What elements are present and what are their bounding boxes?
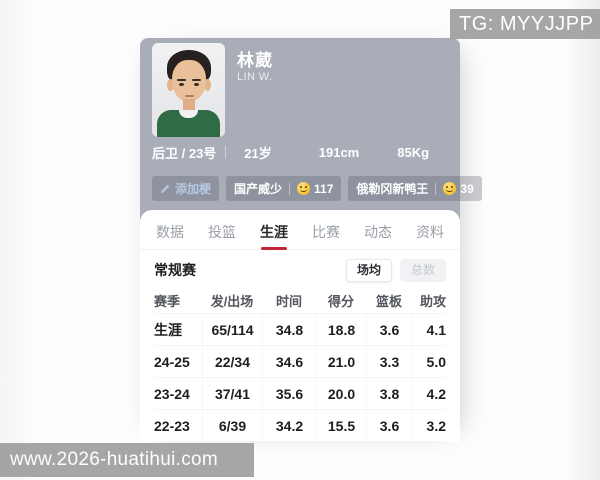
active-tab-underline xyxy=(261,247,287,250)
table-row: 24-25 22/34 34.6 21.0 3.3 5.0 xyxy=(154,346,446,378)
meme-badge-guochan-weishao[interactable]: 国产威少 117 xyxy=(226,176,342,201)
stat-cell: 35.6 xyxy=(262,378,316,410)
tab-label: 动态 xyxy=(364,224,392,240)
table-row: 生涯 65/114 34.8 18.8 3.6 4.1 xyxy=(154,314,446,346)
season-cell: 22-23 xyxy=(154,418,190,434)
stat-cell: 65/114 xyxy=(202,314,262,346)
season-section-header: 常规赛 场均 总数 xyxy=(140,250,460,288)
column-header: 得分 xyxy=(327,294,354,309)
player-photo xyxy=(152,43,225,137)
season-cell: 生涯 xyxy=(154,322,182,338)
tab-label: 比赛 xyxy=(312,224,340,240)
stat-cell: 34.2 xyxy=(262,410,316,442)
tab-label: 资料 xyxy=(416,224,444,240)
tab-data[interactable]: 数据 xyxy=(156,222,184,250)
content-card: 数据 投篮 生涯 比赛 动态 资料 常规赛 场均 总数 赛季 发/出场 时间 得分 篮板 助攻 生涯 65… xyxy=(140,210,460,442)
active-tab-underline xyxy=(157,247,183,250)
tg-watermark: TG: MYYJJPP xyxy=(450,9,600,39)
stat-cell: 3.3 xyxy=(366,346,412,378)
stat-cell: 22/34 xyxy=(202,346,262,378)
tab-profile[interactable]: 资料 xyxy=(416,222,444,250)
zany-face-emoji xyxy=(297,182,311,195)
season-cell: 23-24 xyxy=(154,386,190,402)
tab-label: 数据 xyxy=(156,224,184,240)
badge-divider xyxy=(435,182,437,195)
stat-cell: 4.2 xyxy=(412,378,446,410)
active-tab-underline xyxy=(209,247,235,250)
stat-cell: 3.6 xyxy=(366,314,412,346)
stat-cell: 18.8 xyxy=(316,314,366,346)
stat-cell: 4.1 xyxy=(412,314,446,346)
add-meme-label: 添加梗 xyxy=(175,182,212,196)
meme-badge-row: 添加梗 国产威少 117 俄勒冈新鸭王 39 xyxy=(152,176,482,201)
smirking-face-emoji xyxy=(443,182,457,195)
table-header-row: 赛季 发/出场 时间 得分 篮板 助攻 xyxy=(154,288,446,314)
player-name-en: LIN W. xyxy=(237,71,273,83)
stat-cell: 5.0 xyxy=(412,346,446,378)
toggle-total-button[interactable]: 总数 xyxy=(399,258,446,282)
stat-cell: 6/39 xyxy=(202,410,262,442)
table-row: 22-23 6/39 34.2 15.5 3.6 3.2 xyxy=(154,410,446,442)
stat-cell: 34.8 xyxy=(262,314,316,346)
column-header: 篮板 xyxy=(375,294,402,309)
season-cell: 24-25 xyxy=(154,354,190,370)
stats-table: 赛季 发/出场 时间 得分 篮板 助攻 生涯 65/114 34.8 18.8 3.6 4.1 24-2… xyxy=(140,288,460,442)
tab-feed[interactable]: 动态 xyxy=(364,222,392,250)
player-profile-card: 林葳 LIN W. 后卫 / 23号 21岁 191cm 85Kg 添加梗 国产… xyxy=(140,38,482,442)
meme-badge-label: 国产威少 xyxy=(234,182,283,196)
pencil-icon xyxy=(160,184,170,194)
player-name: 林葳 xyxy=(237,51,273,70)
section-title: 常规赛 xyxy=(154,262,196,278)
badge-divider xyxy=(289,182,291,195)
stat-cell: 3.2 xyxy=(412,410,446,442)
stat-mode-toggle: 场均 总数 xyxy=(345,258,446,282)
stat-cell: 37/41 xyxy=(202,378,262,410)
stat-cell: 3.8 xyxy=(366,378,412,410)
column-header: 赛季 xyxy=(154,294,181,309)
tab-label: 投篮 xyxy=(208,224,236,240)
player-info-row: 后卫 / 23号 21岁 191cm 85Kg xyxy=(152,143,450,161)
meme-badge-label: 俄勒冈新鸭王 xyxy=(356,182,429,196)
column-header: 助攻 xyxy=(419,294,446,309)
player-position-number: 后卫 / 23号 xyxy=(152,145,217,161)
stat-cell: 3.6 xyxy=(366,410,412,442)
site-watermark: www.2026-huatihui.com xyxy=(0,443,254,477)
stat-cell: 20.0 xyxy=(316,378,366,410)
add-meme-button[interactable]: 添加梗 xyxy=(152,176,220,201)
photo-jersey xyxy=(157,110,220,137)
stat-cell: 34.6 xyxy=(262,346,316,378)
player-weight: 85Kg xyxy=(397,144,430,160)
active-tab-underline xyxy=(365,247,391,250)
column-header: 时间 xyxy=(275,294,302,309)
tab-games[interactable]: 比赛 xyxy=(312,222,340,250)
player-height: 191cm xyxy=(318,144,360,160)
tab-shooting[interactable]: 投篮 xyxy=(208,222,236,250)
meme-badge-count: 39 xyxy=(460,181,474,196)
active-tab-underline xyxy=(417,247,443,250)
player-header: 林葳 LIN W. 后卫 / 23号 21岁 191cm 85Kg 添加梗 国产… xyxy=(140,38,482,223)
meme-badge-elegang-xinyawang[interactable]: 俄勒冈新鸭王 39 xyxy=(348,176,482,201)
stat-cell: 21.0 xyxy=(316,346,366,378)
tab-label: 生涯 xyxy=(260,224,288,240)
info-divider xyxy=(225,145,227,159)
tab-career[interactable]: 生涯 xyxy=(260,222,288,250)
toggle-per-game-button[interactable]: 场均 xyxy=(345,258,392,282)
active-tab-underline xyxy=(313,247,339,250)
player-age: 21岁 xyxy=(244,145,272,161)
column-header: 发/出场 xyxy=(210,294,254,309)
stat-cell: 15.5 xyxy=(316,410,366,442)
tab-bar: 数据 投篮 生涯 比赛 动态 资料 xyxy=(140,210,460,250)
table-row: 23-24 37/41 35.6 20.0 3.8 4.2 xyxy=(154,378,446,410)
meme-badge-count: 117 xyxy=(314,181,334,196)
